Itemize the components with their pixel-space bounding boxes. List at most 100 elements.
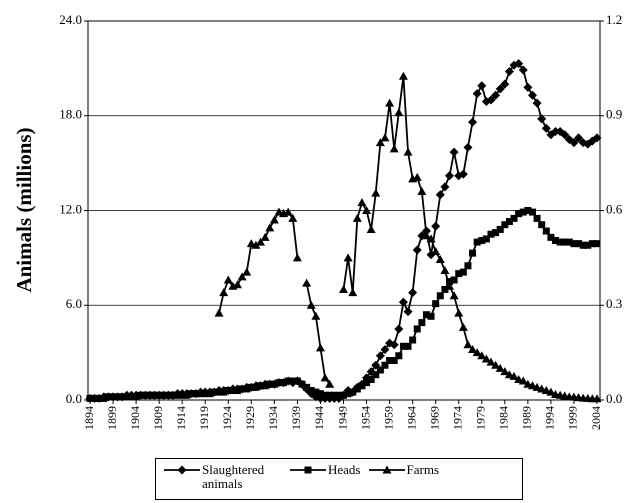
- marker: [223, 275, 233, 284]
- marker: [575, 240, 583, 248]
- y2-tick-label: 0.6: [606, 201, 623, 216]
- x-tick-label: 1969: [427, 406, 441, 430]
- marker: [183, 391, 191, 399]
- x-tick-label: 1999: [566, 406, 580, 430]
- legend: Slaughtered animals Heads Farms: [155, 458, 523, 500]
- marker: [574, 133, 584, 143]
- marker: [491, 360, 501, 369]
- marker: [100, 394, 108, 402]
- marker: [335, 391, 343, 399]
- marker: [394, 108, 404, 117]
- marker: [304, 466, 312, 474]
- x-tick-label: 1929: [243, 406, 257, 430]
- marker: [421, 231, 431, 240]
- marker: [330, 391, 338, 399]
- y-tick-label: 18.0: [59, 107, 82, 122]
- marker: [269, 215, 279, 224]
- marker: [252, 383, 260, 391]
- marker: [349, 388, 357, 396]
- x-tick-label: 1984: [497, 406, 511, 430]
- marker: [390, 357, 398, 365]
- marker: [366, 224, 376, 233]
- marker: [528, 208, 536, 216]
- marker: [381, 361, 389, 369]
- x-tick-label: 1899: [105, 406, 119, 430]
- marker: [588, 240, 596, 248]
- x-tick-label: 1934: [266, 406, 280, 430]
- marker: [500, 367, 510, 376]
- marker: [532, 98, 542, 108]
- marker: [315, 343, 325, 352]
- marker: [481, 354, 491, 363]
- x-tick-label: 1914: [174, 406, 188, 430]
- marker: [495, 363, 505, 372]
- marker: [542, 227, 550, 235]
- legend-icon: [368, 465, 405, 474]
- marker: [556, 238, 564, 246]
- marker: [468, 117, 478, 127]
- marker: [412, 245, 422, 255]
- marker: [376, 366, 384, 374]
- marker: [375, 351, 385, 361]
- marker: [303, 383, 311, 391]
- marker: [458, 169, 468, 179]
- marker: [280, 379, 288, 387]
- marker: [446, 278, 454, 286]
- marker: [463, 340, 473, 349]
- marker: [432, 300, 440, 308]
- marker: [436, 292, 444, 300]
- marker: [380, 133, 390, 142]
- marker: [232, 280, 242, 289]
- marker: [510, 214, 518, 222]
- marker: [187, 390, 195, 398]
- marker: [495, 84, 505, 94]
- marker: [266, 380, 274, 388]
- marker: [160, 391, 168, 399]
- marker: [104, 393, 112, 401]
- marker: [260, 232, 270, 241]
- legend-icon: [290, 466, 326, 474]
- marker: [482, 235, 490, 243]
- marker: [560, 130, 570, 140]
- marker: [265, 223, 275, 232]
- marker: [307, 387, 315, 395]
- marker: [192, 390, 200, 398]
- marker: [592, 394, 602, 403]
- marker: [538, 221, 546, 229]
- marker: [449, 147, 459, 157]
- marker: [141, 391, 149, 399]
- marker: [486, 357, 496, 366]
- marker: [458, 322, 468, 331]
- marker: [472, 348, 482, 357]
- y2-tick-label: 0.9: [606, 107, 622, 122]
- marker: [468, 344, 478, 353]
- y-tick-label: 0.0: [66, 391, 82, 406]
- marker: [398, 297, 408, 307]
- marker: [473, 238, 481, 246]
- marker: [114, 393, 122, 401]
- marker: [500, 79, 510, 89]
- marker: [533, 214, 541, 222]
- marker: [523, 82, 533, 92]
- marker: [459, 268, 467, 276]
- y-tick-label: 12.0: [59, 201, 82, 216]
- marker: [352, 213, 362, 222]
- marker: [569, 138, 579, 148]
- y-axis-title: Animals (millions): [12, 127, 36, 292]
- x-tick-label: 1949: [335, 406, 349, 430]
- marker: [491, 90, 501, 100]
- marker: [371, 188, 381, 197]
- marker: [132, 393, 140, 401]
- marker: [242, 267, 252, 276]
- marker: [358, 382, 366, 390]
- x-tick-label: 1959: [381, 406, 395, 430]
- marker: [464, 262, 472, 270]
- marker: [487, 230, 495, 238]
- marker: [201, 390, 209, 398]
- marker: [109, 393, 117, 401]
- marker: [293, 377, 301, 385]
- legend-item: Farms: [367, 463, 439, 477]
- marker: [206, 390, 214, 398]
- y-tick-label: 24.0: [59, 12, 82, 27]
